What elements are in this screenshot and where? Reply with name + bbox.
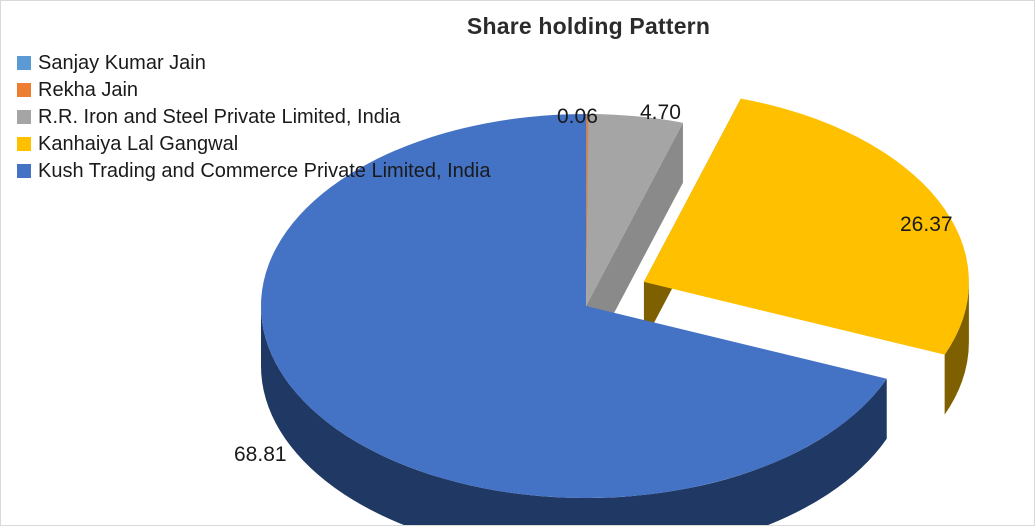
legend-item-sanjay-kumar-jain[interactable]: Sanjay Kumar Jain [17, 49, 490, 76]
data-label-kush-trading: 68.81 [234, 443, 287, 466]
legend-item-kanhaiya-lal-gangwal[interactable]: Kanhaiya Lal Gangwal [17, 130, 490, 157]
pie-slice-3[interactable] [643, 98, 969, 355]
legend-swatch-icon [17, 82, 31, 97]
legend-swatch-icon [17, 163, 31, 178]
legend-item-label: R.R. Iron and Steel Private Limited, Ind… [38, 105, 401, 128]
legend-item-label: Sanjay Kumar Jain [38, 51, 206, 74]
legend-item-rr-iron-and-steel[interactable]: R.R. Iron and Steel Private Limited, Ind… [17, 103, 490, 130]
legend-item-label: Kanhaiya Lal Gangwal [38, 132, 239, 155]
page-title: Share holding Pattern [466, 13, 711, 39]
legend-item-label: Kush Trading and Commerce Private Limite… [38, 159, 491, 182]
legend-item-kush-trading-and-commerce[interactable]: Kush Trading and Commerce Private Limite… [17, 157, 490, 184]
pie-slice-side-4 [261, 306, 887, 525]
legend-swatch-icon [17, 136, 31, 151]
chart-legend: Sanjay Kumar Jain Rekha Jain R.R. Iron a… [17, 49, 490, 184]
data-label-rr-iron-and-steel: 4.70 [640, 101, 681, 124]
data-label-rekha-jain: 0.06 [557, 105, 598, 128]
legend-item-label: Rekha Jain [38, 78, 139, 101]
pie-slice-cut-2 [586, 122, 683, 366]
data-label-kanhaiya-lal-gangwal: 26.37 [900, 213, 953, 236]
pie-slice-side-3 [944, 281, 969, 415]
legend-swatch-icon [17, 55, 31, 70]
legend-item-rekha-jain[interactable]: Rekha Jain [17, 76, 490, 103]
legend-swatch-icon [17, 109, 31, 124]
pie-slice-4[interactable] [261, 114, 887, 498]
pie-slice-2[interactable] [586, 114, 683, 306]
